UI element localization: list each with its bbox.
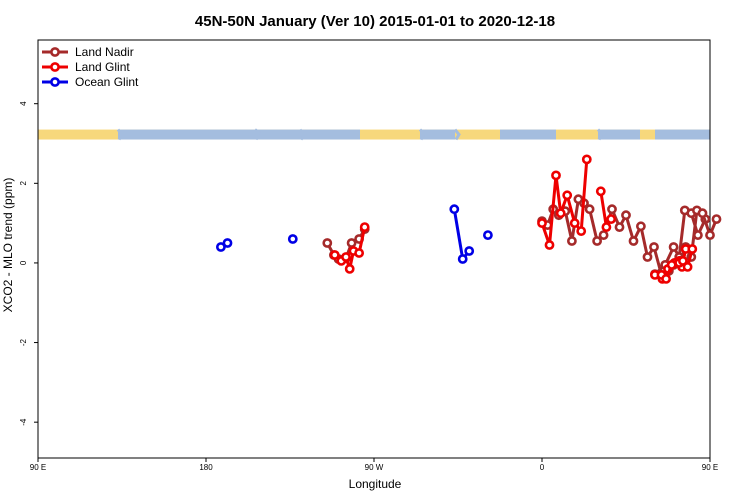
data-point (567, 236, 577, 246)
legend-swatch-marker (50, 77, 60, 87)
map-ocean-region (300, 129, 360, 140)
data-point (705, 230, 715, 240)
data-point (341, 252, 351, 262)
x-tick-label: 90 E (30, 463, 46, 472)
data-point (449, 204, 460, 215)
map-ocean-region (420, 129, 455, 140)
data-point (464, 246, 475, 256)
x-axis-label: Longitude (349, 477, 402, 491)
data-point (457, 254, 468, 264)
world-map-strip (38, 128, 710, 141)
legend-swatch-marker (50, 47, 60, 57)
map-coastline (116, 128, 124, 141)
map-ocean-region (598, 129, 640, 140)
map-coastline (453, 128, 461, 141)
data-point (607, 204, 617, 215)
x-tick-label: 180 (199, 463, 213, 472)
map-coastline (298, 128, 306, 141)
data-point (668, 242, 679, 252)
data-point (222, 238, 233, 248)
map-coastline (254, 128, 261, 141)
y-tick-label: 2 (19, 181, 28, 186)
data-point (581, 154, 592, 165)
data-point (354, 248, 364, 258)
data-point (649, 242, 659, 252)
data-point (344, 263, 355, 274)
data-point (687, 244, 698, 254)
map-ocean-region (500, 129, 540, 140)
map-land-background (38, 129, 710, 140)
legend-swatch-marker (50, 62, 60, 72)
series-layer (215, 154, 722, 284)
map-ocean-region (540, 129, 556, 140)
map-ocean-region (255, 129, 300, 140)
data-point (537, 218, 547, 228)
map-ocean-region (118, 129, 166, 140)
data-point (584, 204, 595, 215)
data-point (661, 273, 671, 284)
y-axis-label: XCO2 - MLO trend (ppm) (1, 178, 15, 313)
data-point (359, 222, 370, 232)
data-point (595, 186, 606, 197)
y-axis: -4 -2 0 2 4 (19, 101, 38, 426)
data-point (711, 214, 722, 224)
data-point (598, 230, 609, 240)
data-point (322, 238, 333, 248)
data-point (287, 234, 298, 244)
data-point (544, 240, 555, 250)
series-land-glint (329, 154, 698, 284)
series-land-nadir (322, 194, 722, 280)
y-tick-label: -2 (19, 338, 28, 346)
data-point (614, 222, 625, 232)
plot-frame (37, 39, 711, 459)
data-point (697, 208, 708, 219)
legend-label: Land Glint (75, 60, 130, 74)
map-ocean-region (655, 129, 710, 140)
series-ocean-glint (215, 204, 493, 264)
legend-label: Land Nadir (75, 45, 134, 59)
x-tick-label: 90 E (702, 463, 718, 472)
data-point (606, 214, 616, 224)
data-point (576, 226, 587, 236)
x-tick-label: 90 W (365, 463, 384, 472)
data-point (482, 230, 493, 240)
data-point (682, 261, 693, 272)
y-tick-label: 4 (19, 101, 28, 106)
data-point (666, 259, 677, 270)
map-coastline (418, 128, 426, 141)
data-point (551, 170, 561, 181)
x-tick-label: 0 (540, 463, 545, 472)
data-point (678, 255, 688, 266)
data-point (562, 190, 573, 201)
data-point (621, 210, 631, 221)
data-point (642, 252, 653, 262)
data-point (346, 238, 357, 248)
x-axis: 90 E 180 90 W 0 90 E (30, 458, 718, 472)
data-point (555, 208, 566, 219)
chart-title: 45N-50N January (Ver 10) 2015-01-01 to 2… (195, 13, 555, 30)
data-point (592, 236, 602, 246)
data-point (628, 236, 639, 246)
y-tick-label: 0 (19, 260, 28, 265)
data-point (215, 242, 226, 252)
legend-label: Ocean Glint (75, 75, 139, 89)
data-point (636, 221, 646, 232)
map-coastline (596, 128, 604, 141)
data-point (601, 222, 612, 232)
data-point (569, 218, 580, 228)
plot-border (37, 39, 711, 459)
data-point (329, 250, 340, 260)
map-ocean-region (166, 129, 255, 140)
y-tick-label: -4 (19, 418, 28, 426)
